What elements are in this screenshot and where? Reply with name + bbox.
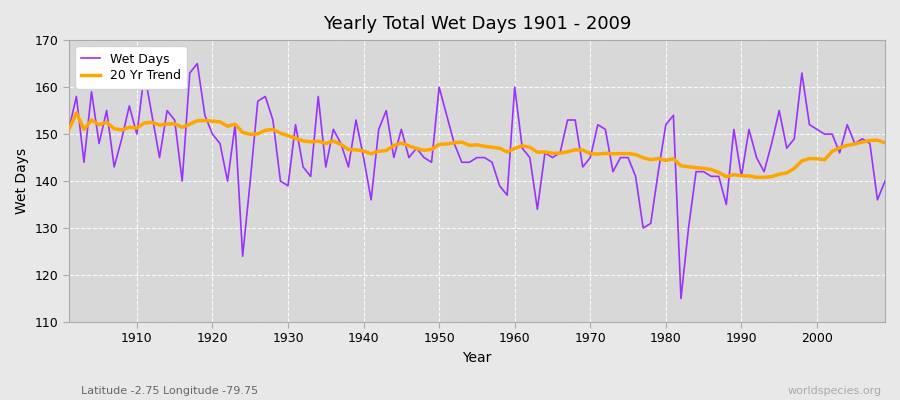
Legend: Wet Days, 20 Yr Trend: Wet Days, 20 Yr Trend — [75, 46, 187, 89]
Line: Wet Days: Wet Days — [68, 64, 885, 298]
Wet Days — [192, 61, 202, 66]
Wet Days — [343, 164, 354, 169]
20 Yr Trend — [752, 175, 762, 180]
20 Yr Trend — [879, 140, 890, 145]
Wet Days — [124, 104, 135, 108]
Wet Days — [63, 127, 74, 132]
20 Yr Trend — [71, 110, 82, 115]
20 Yr Trend — [608, 152, 618, 156]
20 Yr Trend — [298, 138, 309, 143]
20 Yr Trend — [517, 144, 527, 148]
20 Yr Trend — [343, 147, 354, 152]
Wet Days — [517, 146, 527, 150]
Wet Days — [879, 179, 890, 184]
20 Yr Trend — [509, 146, 520, 151]
20 Yr Trend — [131, 126, 142, 130]
Wet Days — [509, 85, 520, 90]
Wet Days — [298, 164, 309, 169]
20 Yr Trend — [63, 127, 74, 132]
Y-axis label: Wet Days: Wet Days — [15, 148, 29, 214]
X-axis label: Year: Year — [463, 351, 491, 365]
Text: Latitude -2.75 Longitude -79.75: Latitude -2.75 Longitude -79.75 — [81, 386, 258, 396]
Title: Yearly Total Wet Days 1901 - 2009: Yearly Total Wet Days 1901 - 2009 — [323, 15, 631, 33]
Line: 20 Yr Trend: 20 Yr Trend — [68, 113, 885, 177]
Wet Days — [608, 169, 618, 174]
Wet Days — [676, 296, 687, 301]
Text: worldspecies.org: worldspecies.org — [788, 386, 882, 396]
